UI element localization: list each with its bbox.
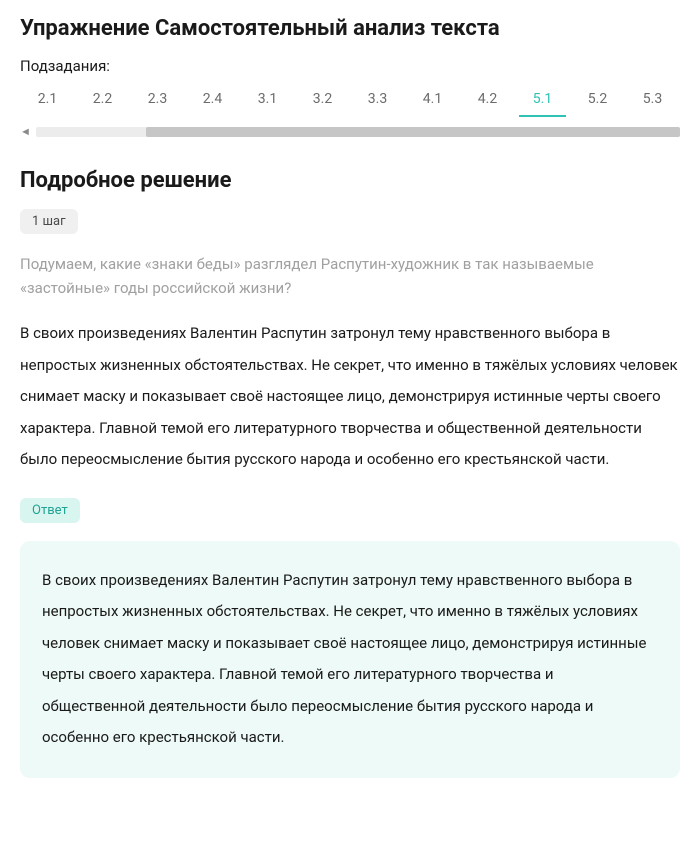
- tabs-wrapper: 2.1 2.2 2.3 2.4 3.1 3.2 3.3 4.1 4.2 5.1 …: [20, 85, 680, 117]
- scroll-left-icon[interactable]: ◄: [20, 125, 36, 138]
- tab-4-2[interactable]: 4.2: [460, 85, 515, 117]
- step-badge: 1 шаг: [20, 209, 78, 234]
- hint-text: Подумаем, какие «знаки беды» разглядел Р…: [20, 252, 680, 300]
- tab-4-1[interactable]: 4.1: [405, 85, 460, 117]
- tabs-list: 2.1 2.2 2.3 2.4 3.1 3.2 3.3 4.1 4.2 5.1 …: [20, 85, 680, 117]
- tab-5-2[interactable]: 5.2: [570, 85, 625, 117]
- answer-box: В своих произведениях Валентин Распутин …: [20, 541, 680, 778]
- tab-2-3[interactable]: 2.3: [130, 85, 185, 117]
- answer-text: В своих произведениях Валентин Распутин …: [42, 571, 646, 747]
- subtasks-label: Подзадания:: [20, 57, 680, 75]
- tab-3-1[interactable]: 3.1: [240, 85, 295, 117]
- tabs-scrollbar[interactable]: ◄: [20, 125, 680, 138]
- tab-3-2[interactable]: 3.2: [295, 85, 350, 117]
- tab-5-3[interactable]: 5.3: [625, 85, 680, 117]
- scroll-track[interactable]: [36, 127, 680, 137]
- scroll-thumb[interactable]: [146, 127, 680, 137]
- tab-2-4[interactable]: 2.4: [185, 85, 240, 117]
- tab-3-3[interactable]: 3.3: [350, 85, 405, 117]
- tab-2-1[interactable]: 2.1: [20, 85, 75, 117]
- exercise-title: Упражнение Самостоятельный анализ текста: [20, 16, 680, 41]
- answer-badge: Ответ: [20, 498, 80, 523]
- tab-5-1[interactable]: 5.1: [515, 85, 570, 117]
- solution-body-text: В своих произведениях Валентин Распутин …: [20, 318, 680, 476]
- tab-2-2[interactable]: 2.2: [75, 85, 130, 117]
- solution-title: Подробное решение: [20, 168, 680, 193]
